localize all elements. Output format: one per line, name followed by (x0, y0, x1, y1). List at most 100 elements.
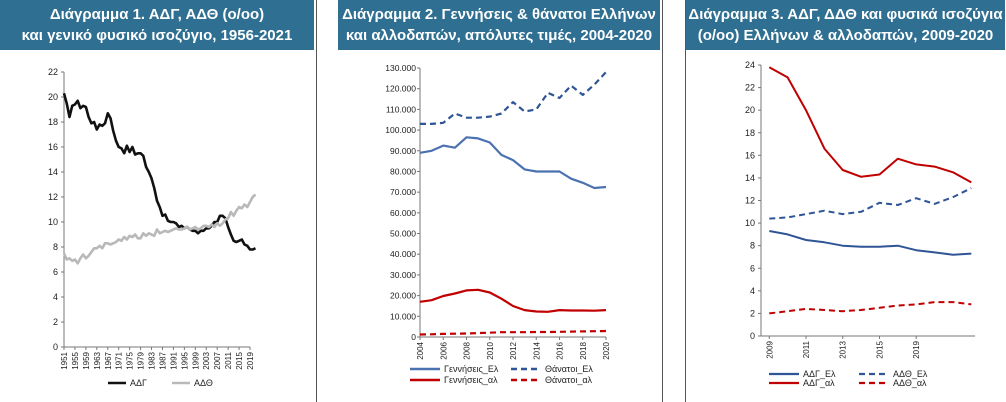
chart-3-legend-label: ΑΔΘ_Ελ (893, 369, 928, 379)
chart-2-x-tick-label: 2004 (416, 341, 425, 359)
chart-1-legend-label: ΑΔΓ (130, 378, 147, 388)
chart-1-x-tick-label: 1951 (60, 351, 69, 369)
chart-1-title-line-1: Διάγραμμα 1. ΑΔΓ, ΑΔΘ (ο/οο) (49, 6, 265, 23)
chart-2-y-tick-label: 120.000 (385, 84, 416, 94)
chart-1-y-tick-label: 18 (48, 117, 58, 127)
chart-2-series-line-3 (419, 329, 607, 336)
chart-2-legend-label: Γεννήσεις_αλ (444, 375, 498, 385)
chart-3-series-line-3 (769, 301, 972, 315)
chart-3-y-tick-label: 4 (750, 286, 755, 296)
chart-2-y-tick-label: 20.000 (390, 291, 416, 301)
chart-1-x-tick-label: 2011 (224, 351, 233, 369)
chart-1-y-tick-label: 2 (53, 317, 58, 327)
chart-1-x-tick-label: 2015 (235, 351, 244, 369)
chart-2-y-tick-label: 80.000 (390, 166, 416, 176)
chart-2-title-line-2: και αλλοδαπών, απόλυτες τιμές, 2004-2020 (345, 27, 653, 44)
chart-2-y-tick-label: 130.000 (385, 63, 416, 73)
chart-3-y-tick-label: 18 (745, 128, 755, 138)
chart-1-x-tick-label: 1983 (148, 351, 157, 369)
chart-1-x-tick-label: 2019 (246, 351, 255, 369)
chart-2-series-line-0 (419, 136, 607, 190)
chart-3-x-tick-label: 2009 (765, 340, 774, 358)
chart-1-series-line-0 (62, 92, 257, 251)
chart-1-x-tick-label: 1971 (115, 351, 124, 369)
chart-1-x-tick-label: 1991 (169, 351, 178, 369)
chart-1-title-line-2: και γενικό φυσικό ισοζύγιο, 1956-2021 (21, 27, 293, 44)
chart-1-y-tick-label: 10 (48, 217, 58, 227)
chart-3-y-tick-label: 10 (745, 218, 755, 228)
chart-2-y-tick-label: 30.000 (390, 270, 416, 280)
chart-3-y-tick-label: 0 (750, 331, 755, 341)
chart-3-title-line-1: Διάγραμμα 3. ΑΔΓ, ΔΔΘ και φυσικά ισοζύγι… (688, 6, 1003, 23)
chart-1-y-tick-label: 12 (48, 192, 58, 202)
chart-1-x-tick-label: 1987 (158, 351, 167, 369)
chart-1-x-tick-label: 1963 (93, 351, 102, 369)
chart-1-x-tick-label: 1959 (82, 351, 91, 369)
chart-2-plot: 0 10.000 20.000 30.000 40.000 50.000 60.000 70.… (385, 63, 611, 385)
chart-3-y-tick-label: 8 (750, 241, 755, 251)
chart-2-y-tick-label: 90.000 (390, 146, 416, 156)
chart-2-y-tick-label: 110.000 (386, 104, 416, 114)
chart-3-x-tick-label: 2015 (875, 340, 884, 358)
chart-1-x-tick-label: 1979 (137, 351, 146, 369)
chart-1-x-tick-label: 1975 (126, 351, 135, 369)
chart-3-title-line-2: (ο/οο) Ελλήνων & αλλοδαπών, 2009-2020 (697, 27, 994, 44)
chart-1-y-tick-label: 4 (53, 292, 58, 302)
chart-panel-2: Διάγραμμα 2. Γεννήσεις & θάνατοι Ελλήνων… (338, 0, 662, 402)
chart-2-legend-label: Γεννήσεις_Ελ (444, 364, 499, 374)
chart-1-y-tick-label: 8 (53, 242, 58, 252)
chart-1-y-tick-label: 14 (48, 167, 58, 177)
chart-2-y-tick-label: 100.000 (385, 125, 416, 135)
chart-2-x-tick-label: 2012 (509, 341, 518, 359)
chart-2-y-tick-label: 40.000 (390, 249, 416, 259)
chart-1-x-tick-label: 1955 (71, 351, 80, 369)
chart-3-x-tick-label: 2013 (839, 340, 848, 358)
chart-2-legend-label: Θάνατοι_αλ (545, 375, 593, 385)
chart-1-y-tick-label: 16 (48, 142, 58, 152)
chart-panel-3: Διάγραμμα 3. ΑΔΓ, ΔΔΘ και φυσικά ισοζύγι… (685, 0, 1006, 402)
chart-3-y-tick-label: 6 (750, 263, 755, 273)
chart-3-y-tick-label: 16 (745, 150, 755, 160)
chart-1-y-tick-label: 0 (53, 342, 58, 352)
chart-1-y-tick-label: 20 (48, 92, 58, 102)
panel-divider-2 (662, 0, 663, 402)
chart-2-x-tick-label: 2016 (556, 341, 565, 359)
chart-1-header: Διάγραμμα 1. ΑΔΓ, ΑΔΘ (ο/οο) και γενικό … (0, 0, 314, 50)
chart-2-series-line-2 (419, 288, 607, 313)
chart-1-x-tick-label: 1995 (180, 351, 189, 369)
chart-2-legend-label: Θάνατοι_Ελ (545, 364, 593, 374)
chart-3-y-tick-label: 20 (745, 105, 755, 115)
chart-2-x-tick-label: 2006 (439, 341, 448, 359)
chart-2-x-tick-label: 2014 (532, 341, 541, 359)
chart-panel-1: Διάγραμμα 1. ΑΔΓ, ΑΔΘ (ο/οο) και γενικό … (0, 0, 316, 402)
chart-2-y-tick-label: 50.000 (390, 229, 416, 239)
chart-3-legend-label: ΑΔΓ_αλ (803, 378, 835, 388)
chart-2-y-tick-label: 70.000 (390, 187, 416, 197)
chart-3-y-tick-label: 12 (745, 196, 755, 206)
chart-3-legend-label: ΑΔΘ_αλ (893, 378, 927, 388)
chart-2-header: Διάγραμμα 2. Γεννήσεις & θάνατοι Ελλήνων… (338, 0, 660, 50)
chart-1-x-tick-label: 2007 (213, 351, 222, 369)
chart-2-y-tick-label: 0 (411, 332, 416, 342)
chart-3-y-tick-label: 24 (745, 60, 755, 70)
chart-1-legend-label: ΑΔΘ (194, 378, 213, 388)
chart-3-header: Διάγραμμα 3. ΑΔΓ, ΔΔΘ και φυσικά ισοζύγι… (686, 0, 1005, 50)
panel-divider-3 (685, 0, 686, 402)
chart-1-y-tick-label: 22 (48, 67, 58, 77)
chart-2-x-tick-label: 2020 (602, 341, 611, 359)
chart-3-series-line-1 (769, 187, 972, 220)
chart-1-x-tick-label: 1999 (191, 351, 200, 369)
chart-2-y-tick-label: 10.000 (390, 311, 416, 321)
chart-1-y-tick-label: 6 (53, 267, 58, 277)
chart-3-x-tick-label: 2019 (912, 340, 921, 358)
chart-3-y-tick-label: 22 (745, 83, 755, 93)
chart-3-series-line-0 (769, 230, 972, 256)
chart-3-series-line-2 (768, 66, 972, 184)
chart-2-x-tick-label: 2008 (463, 341, 472, 359)
chart-1-series-line-1 (62, 193, 257, 265)
chart-2-y-tick-label: 60.000 (390, 208, 416, 218)
chart-3-legend-label: ΑΔΓ_Ελ (803, 369, 836, 379)
chart-3-y-tick-label: 2 (750, 308, 755, 318)
